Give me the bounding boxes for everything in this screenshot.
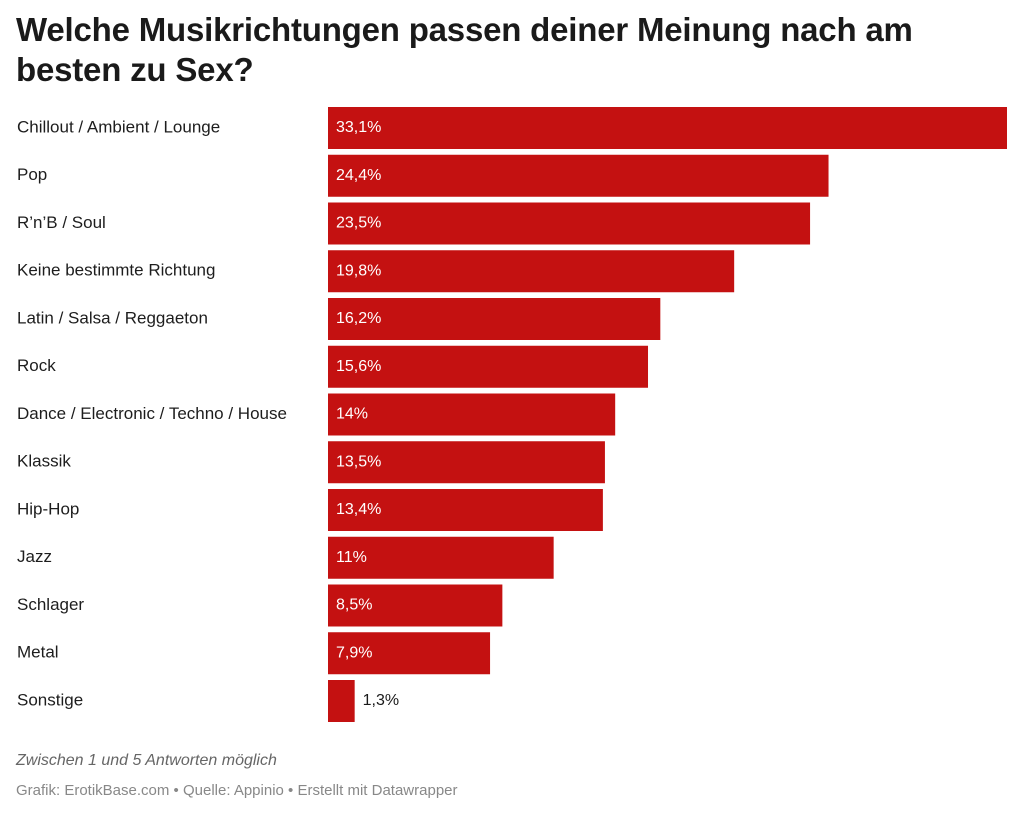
bar (328, 393, 616, 436)
category-label: Rock (17, 356, 56, 375)
bar (328, 441, 605, 484)
bar (328, 680, 355, 722)
bar (328, 584, 503, 627)
value-label: 1,3% (363, 692, 399, 709)
bar (328, 250, 735, 293)
category-label: Dance / Electronic / Techno / House (17, 404, 287, 423)
bar-chart: Chillout / Ambient / Lounge 33,1% Pop 24,4%… (17, 107, 1007, 722)
category-label: Latin / Salsa / Reggaeton (17, 308, 208, 327)
bar (328, 345, 649, 388)
category-label: R’n’B / Soul (17, 213, 106, 232)
chart-footer: Grafik: ErotikBase.com • Quelle: Appinio… (16, 782, 458, 799)
category-label: Metal (17, 643, 59, 662)
value-label: 13,5% (336, 453, 381, 470)
bar (328, 536, 554, 579)
category-label: Chillout / Ambient / Lounge (17, 117, 220, 136)
category-label: Sonstige (17, 690, 83, 709)
category-label: Jazz (17, 547, 52, 566)
category-label: Schlager (17, 595, 84, 614)
value-label: 23,5% (336, 215, 381, 232)
bar (328, 107, 1007, 149)
category-label: Hip-Hop (17, 499, 79, 518)
bar (328, 202, 811, 245)
value-label: 7,9% (336, 644, 372, 661)
value-label: 33,1% (336, 119, 381, 136)
value-label: 15,6% (336, 358, 381, 375)
value-label: 19,8% (336, 262, 381, 279)
value-label: 8,5% (336, 597, 372, 614)
value-label: 14% (336, 406, 368, 423)
value-label: 13,4% (336, 501, 381, 518)
chart-notes: Zwischen 1 und 5 Antworten möglich (16, 752, 277, 769)
value-label: 16,2% (336, 310, 381, 327)
category-label: Pop (17, 165, 47, 184)
category-label: Keine bestimmte Richtung (17, 261, 215, 280)
bar (328, 154, 829, 197)
chart-title: Welche Musikrichtungen passen deiner Mei… (16, 11, 913, 88)
bar (328, 298, 661, 340)
value-label: 11% (336, 549, 367, 566)
category-label: Klassik (17, 452, 71, 471)
value-label: 24,4% (336, 167, 381, 184)
bar (328, 489, 603, 531)
bar (328, 632, 491, 675)
